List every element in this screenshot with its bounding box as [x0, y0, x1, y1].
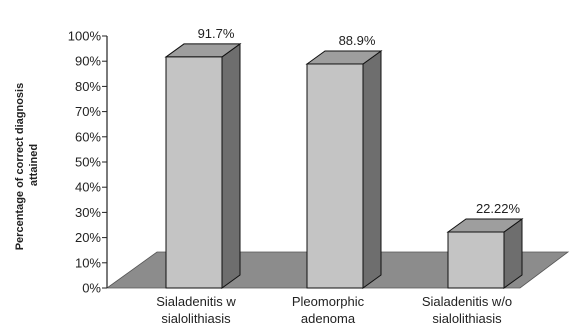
- y-tick-label: 80%: [75, 79, 101, 94]
- labels: 91.7% Sialadenitis w sialolithiasis 88.9% Pl…: [156, 26, 520, 326]
- y-axis-title: Percentage of correct diagnosis attained: [14, 80, 40, 251]
- bar: [305, 49, 383, 289]
- category-label-line: sialolithiasis: [161, 311, 231, 326]
- category-label: Pleomorphic adenoma: [292, 294, 365, 326]
- y-tick-label: 100%: [68, 29, 102, 44]
- category-label-line: sialolithiasis: [432, 311, 502, 326]
- y-tick-label: 30%: [75, 205, 101, 220]
- y-axis: 0% 10% 20% 30% 40% 50% 60% 70% 80% 90% 100%: [68, 29, 108, 296]
- y-tick-label: 70%: [75, 104, 101, 119]
- data-label: 22.22%: [476, 201, 521, 216]
- y-tick-label: 90%: [75, 54, 101, 69]
- y-tick-label: 50%: [75, 155, 101, 170]
- data-label: 88.9%: [339, 33, 376, 48]
- y-tick-label: 20%: [75, 230, 101, 245]
- category-label-line: Sialadenitis w: [156, 294, 236, 309]
- bar-front: [165, 56, 223, 289]
- y-axis-title-line-2: attained: [28, 144, 40, 186]
- bar-side: [221, 42, 241, 289]
- bar-front: [447, 231, 505, 289]
- category-label-line: Pleomorphic: [292, 294, 365, 309]
- y-tick-label: 0%: [82, 281, 101, 296]
- data-label: 91.7%: [198, 26, 235, 41]
- bar-front: [306, 63, 364, 289]
- y-tick-label: 10%: [75, 255, 101, 270]
- category-label-line: adenoma: [301, 311, 356, 326]
- category-label-line: Sialadenitis w/o: [422, 294, 512, 309]
- category-label: Sialadenitis w/o sialolithiasis: [422, 294, 512, 326]
- y-tick-label: 60%: [75, 129, 101, 144]
- y-axis-title-line-1: Percentage of correct diagnosis: [14, 83, 26, 251]
- bar: [164, 42, 242, 289]
- bar: [446, 218, 524, 289]
- bars: [164, 42, 524, 289]
- category-label: Sialadenitis w sialolithiasis: [156, 294, 236, 326]
- bar-side: [362, 49, 382, 289]
- y-tick-label: 40%: [75, 180, 101, 195]
